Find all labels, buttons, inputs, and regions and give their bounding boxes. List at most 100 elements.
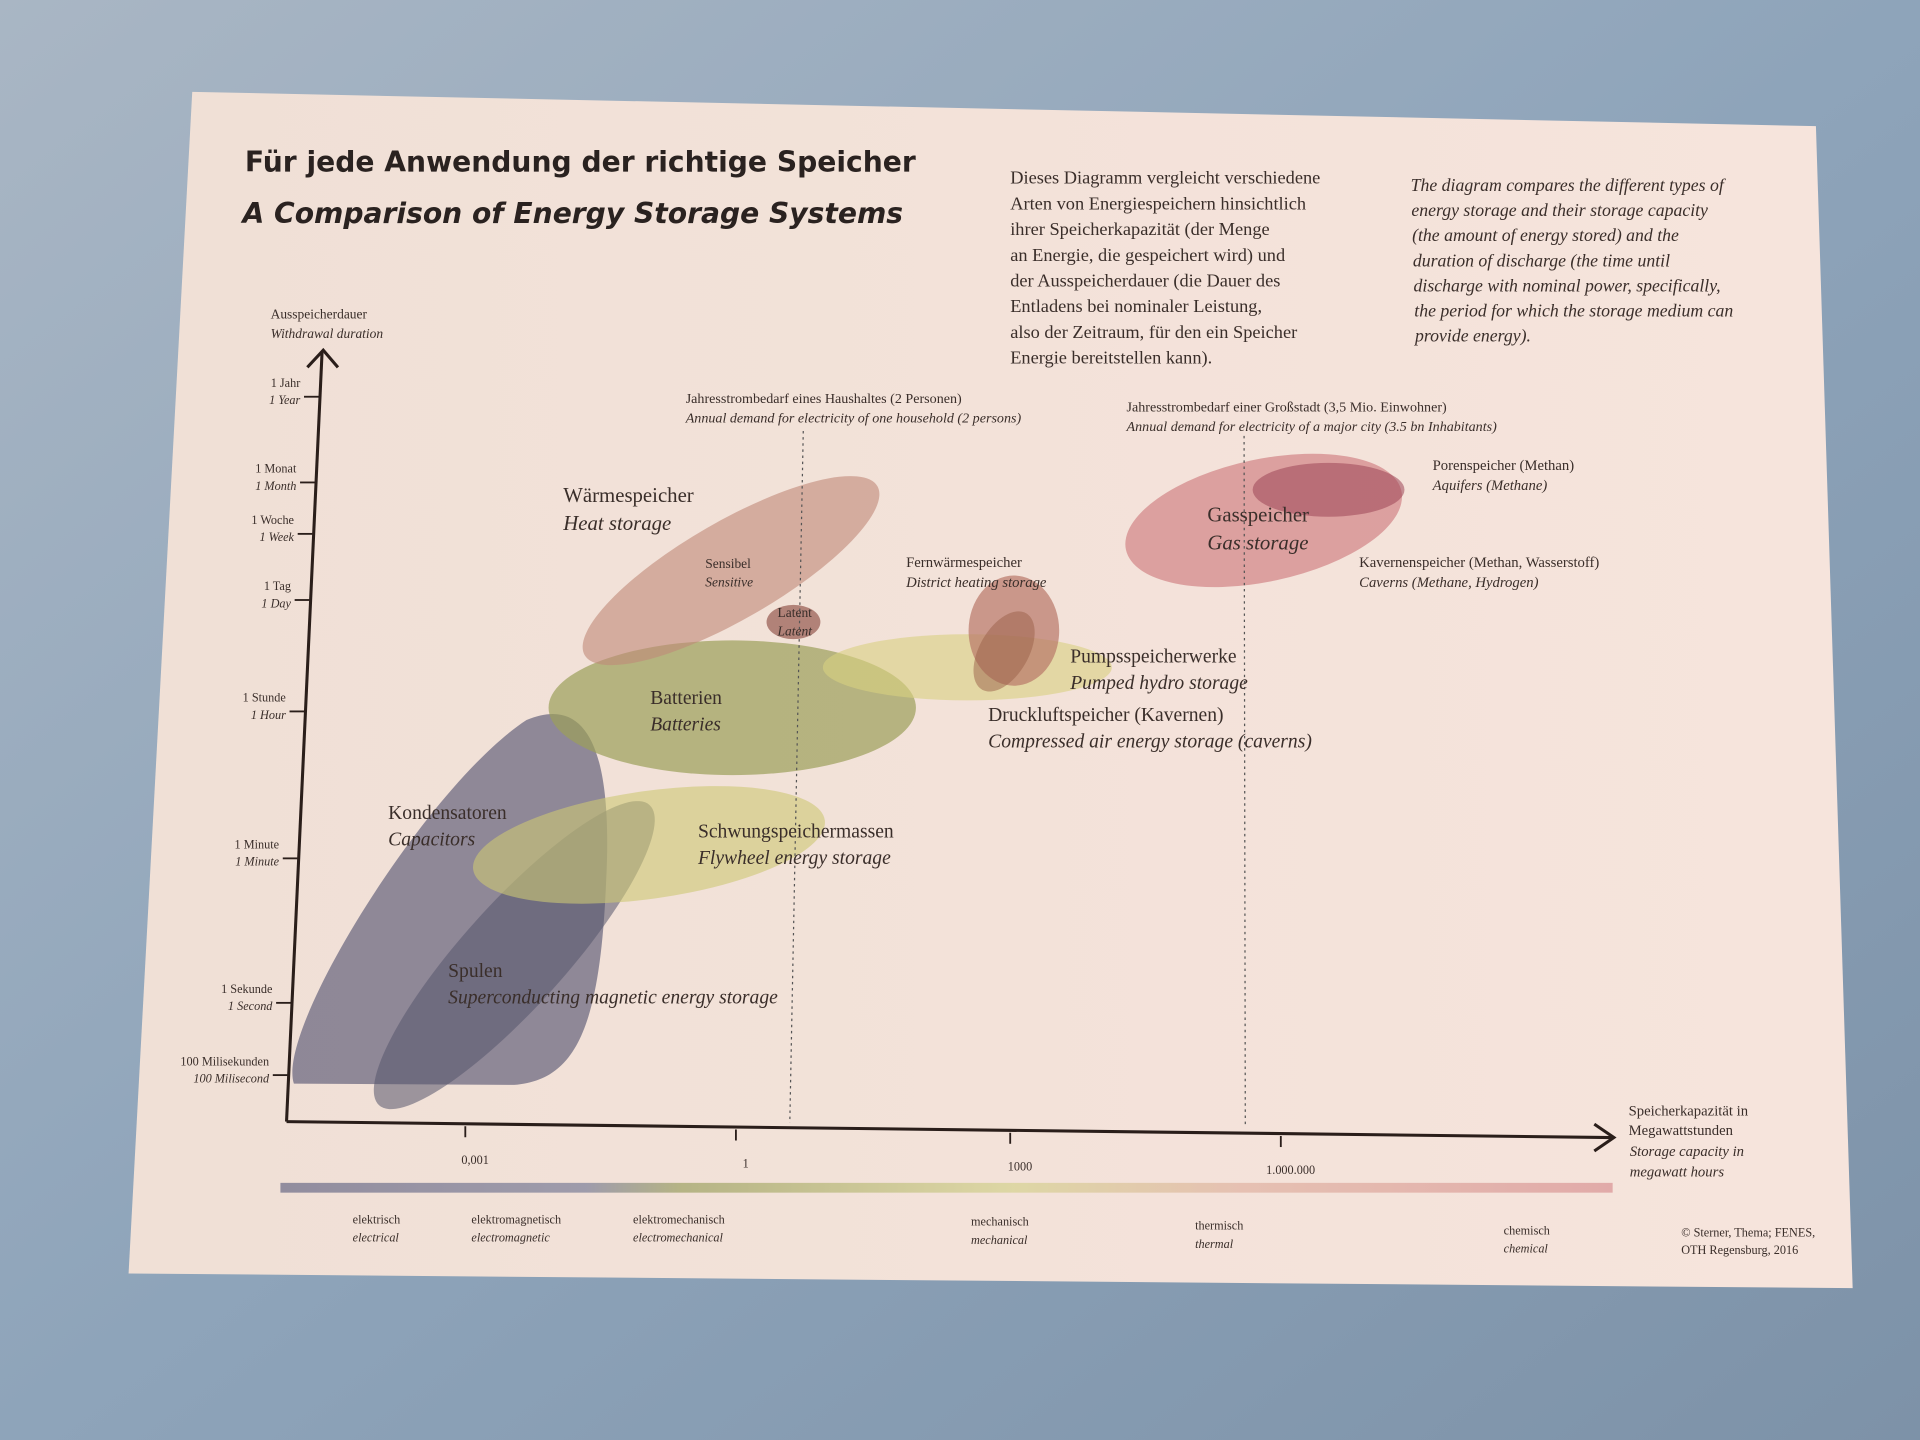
reference-lines (789, 431, 1246, 1128)
storage-labels: Wärmespeicher Heat storage Sensibel Sensiti… (388, 458, 1599, 1008)
x-tick-label: 1.000.000 (1266, 1163, 1315, 1177)
title-de: Für jede Anwendung der richtige Speicher (245, 145, 916, 178)
category-en: electrical (353, 1231, 400, 1245)
storage-name-de: Sensibel (705, 556, 751, 571)
y-tick-label: 1 Month (255, 479, 296, 493)
storage-name-de: Porenspeicher (Methan) (1433, 458, 1575, 474)
x-axis-label-de: Megawattstunden (1629, 1123, 1734, 1139)
storage-name-de: Kondensatoren (388, 803, 507, 824)
storage-name-de: Gasspeicher (1207, 503, 1309, 527)
storage-name-en: Flywheel energy storage (697, 848, 891, 869)
credit-line: OTH Regensburg, 2016 (1681, 1243, 1798, 1257)
categories: elektrisch electrical elektromagnetisch ele… (353, 1212, 1550, 1255)
intro-line: an Energie, die gespeichert wird) und (1010, 245, 1285, 266)
x-axis-label-en: Storage capacity in (1630, 1144, 1744, 1160)
y-tick-label: 1 Hour (251, 708, 286, 722)
storage-name-en: Gas storage (1207, 531, 1308, 555)
storage-name-de: Wärmespeicher (563, 483, 694, 507)
storage-name-en: Batteries (650, 715, 721, 736)
storage-name-en: Caverns (Methane, Hydrogen) (1359, 575, 1538, 591)
reference-label-en: Annual demand for electricity of one hou… (685, 410, 1022, 426)
x-tick-label: 1 (743, 1156, 749, 1170)
storage-name-de: Schwungspeichermassen (698, 822, 894, 843)
intro-line: Arten von Energiespeichern hinsichtlich (1010, 193, 1306, 213)
y-tick-label: 100 Milisecond (193, 1071, 270, 1085)
intro-line: ihrer Speicherkapazität (der Menge (1010, 219, 1269, 240)
y-tick-label: 1 Woche (251, 513, 294, 527)
storage-name-de: Latent (778, 605, 813, 620)
storage-name-de: Fernwärmespeicher (906, 555, 1022, 571)
y-ticks: 1 Jahr 1 Year 1 Monat 1 Month 1 Woche 1 Week 1… (180, 376, 319, 1085)
credit: © Sterner, Thema; FENES, OTH Regensburg, … (1681, 1226, 1815, 1257)
y-tick-label: 1 Stunde (243, 691, 286, 705)
y-tick-label: 1 Week (259, 530, 294, 544)
storage-name-en: Superconducting magnetic energy storage (448, 988, 778, 1009)
y-tick-label: 1 Tag (264, 579, 291, 593)
storage-name-de: Druckluftspeicher (Kavernen) (988, 705, 1223, 726)
storage-name-en: Capacitors (388, 830, 475, 851)
storage-name-en: Sensitive (705, 574, 753, 589)
intro-line: (the amount of energy stored) and the (1412, 225, 1679, 245)
category-en: thermal (1195, 1237, 1234, 1251)
y-tick-label: 1 Year (269, 393, 300, 407)
intro-line: Energie bereitstellen kann). (1010, 348, 1212, 369)
y-tick-label: 1 Second (228, 999, 273, 1013)
y-axis-label-de: Ausspeicherdauer (271, 306, 368, 321)
storage-name-en: Heat storage (562, 511, 671, 535)
intro-line: Entladens bei nominaler Leistung, (1010, 296, 1262, 316)
y-tick-label: 1 Sekunde (221, 982, 272, 996)
x-axis-label-en: megawatt hours (1630, 1165, 1725, 1181)
intro-line: energy storage and their storage capacit… (1411, 200, 1708, 220)
intro-en: The diagram compares the different types… (1411, 175, 1734, 346)
x-axis-label: Speicherkapazität in Megawattstunden Stora… (1629, 1104, 1749, 1181)
axes (285, 347, 1617, 1153)
y-tick-label: 1 Minute (235, 838, 280, 852)
category-de: elektrisch (353, 1212, 401, 1226)
category-bar (280, 1182, 1613, 1193)
x-axis-label-de: Speicherkapazität in (1629, 1104, 1749, 1120)
intro-line: the period for which the storage medium … (1414, 301, 1733, 321)
title-en: A Comparison of Energy Storage Systems (240, 197, 903, 230)
storage-name-de: Kavernenspeicher (Methan, Wasserstoff) (1359, 555, 1599, 571)
x-tick-label: 0,001 (461, 1153, 489, 1167)
category-de: mechanisch (971, 1215, 1029, 1229)
category-de: thermisch (1195, 1218, 1243, 1232)
category-en: electromechanical (633, 1231, 724, 1245)
x-tick-label: 1000 (1008, 1160, 1032, 1174)
intro-line: der Ausspeicherdauer (die Dauer des (1010, 271, 1280, 292)
reference-label-en: Annual demand for electricity of a major… (1126, 419, 1498, 435)
storage-name-en: Aquifers (Methane) (1432, 478, 1548, 494)
intro-de: Dieses Diagramm vergleicht verschiedene A… (1010, 168, 1320, 369)
intro-line: also der Zeitraum, für den ein Speicher (1010, 322, 1297, 342)
category-de: elektromechanisch (633, 1212, 725, 1226)
storage-name-en: Latent (777, 623, 813, 638)
category-de: chemisch (1504, 1223, 1550, 1237)
y-axis-label-en: Withdrawal duration (271, 326, 384, 341)
intro-line: discharge with nominal power, specifical… (1414, 275, 1721, 295)
storage-name-de: Pumpsspeicherwerke (1070, 646, 1237, 667)
storage-name-en: District heating storage (905, 575, 1047, 591)
y-tick-label: 1 Day (261, 596, 291, 610)
reference-label-de: Jahresstrombedarf eines Haushaltes (2 Pe… (686, 391, 962, 407)
y-tick-label: 1 Jahr (271, 376, 301, 390)
storage-name-en: Pumped hydro storage (1069, 673, 1248, 694)
reference-label-de: Jahresstrombedarf einer Großstadt (3,5 M… (1127, 399, 1448, 415)
reference-labels: Jahresstrombedarf eines Haushaltes (2 Pe… (685, 391, 1497, 435)
y-tick-label: 100 Milisekunden (180, 1054, 269, 1068)
credit-line: © Sterner, Thema; FENES, (1681, 1226, 1815, 1240)
storage-name-en: Compressed air energy storage (caverns) (988, 732, 1312, 753)
y-tick-label: 1 Monat (255, 462, 297, 476)
intro-line: The diagram compares the different types… (1411, 175, 1726, 195)
category-en: electromagnetic (471, 1231, 550, 1245)
storage-areas (292, 453, 1405, 1110)
storage-name-de: Spulen (448, 961, 503, 982)
storage-name-de: Batterien (650, 688, 722, 709)
category-de: elektromagnetisch (471, 1212, 561, 1226)
intro-line: duration of discharge (the time until (1413, 250, 1670, 270)
x-ticks: 0,001 1 1000 1.000.000 (461, 1126, 1315, 1177)
category-en: mechanical (971, 1233, 1028, 1247)
y-tick-label: 1 Minute (235, 855, 279, 869)
category-en: chemical (1504, 1242, 1549, 1256)
intro-line: provide energy). (1413, 326, 1531, 346)
